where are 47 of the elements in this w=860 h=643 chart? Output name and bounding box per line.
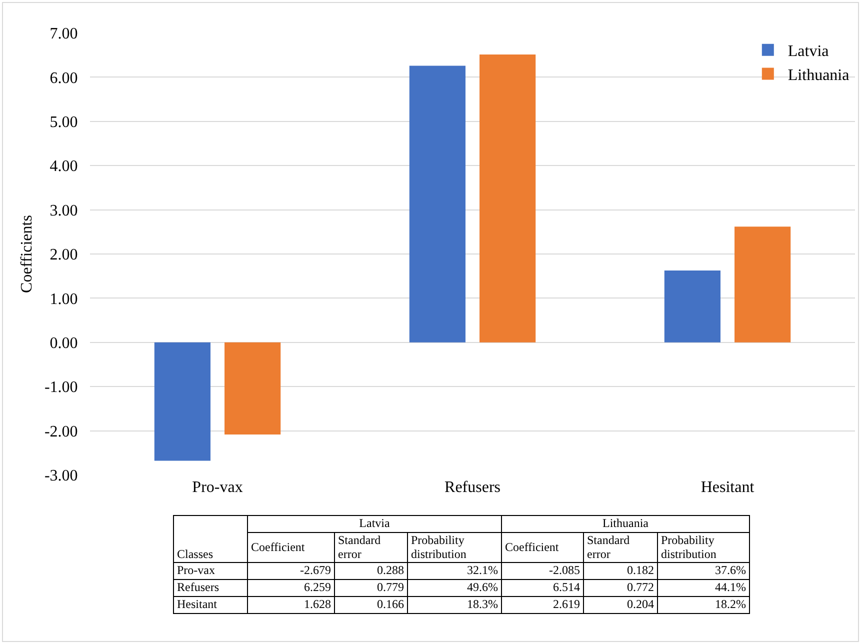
x-tick-label: Hesitant bbox=[700, 479, 755, 496]
y-tick-label: 5.00 bbox=[50, 114, 78, 131]
y-tick-label: 6.00 bbox=[50, 70, 78, 87]
y-axis-title: Coefficients bbox=[18, 215, 36, 293]
y-tick-label: 4.00 bbox=[50, 158, 78, 176]
text: 37.6% bbox=[658, 562, 750, 580]
y-tick-label: -2.00 bbox=[44, 423, 78, 440]
y-tick-label: 2.00 bbox=[50, 246, 78, 264]
y-tick-label: 1.00 bbox=[50, 290, 78, 308]
text: 18.3% bbox=[408, 596, 502, 614]
text: 49.6% bbox=[408, 580, 502, 596]
category-label: Pro-vax bbox=[177, 563, 215, 578]
y-tick-label: -3.00 bbox=[44, 468, 78, 485]
text: 44.1% bbox=[658, 580, 750, 596]
text: Lithuania bbox=[602, 516, 648, 530]
text: 18.2% bbox=[658, 596, 750, 614]
y-tick-label: 0.00 bbox=[50, 335, 78, 352]
text: Coefficient bbox=[505, 540, 559, 554]
text: 2.619 bbox=[502, 596, 584, 614]
category-label: Refusers bbox=[177, 580, 219, 594]
y-tick-label: 7.00 bbox=[50, 26, 78, 43]
text: -2.679 bbox=[248, 562, 334, 580]
text: 0.779 bbox=[334, 580, 408, 596]
text: Classes bbox=[174, 516, 248, 563]
text: 1.628 bbox=[248, 596, 334, 614]
legend-label: Latvia bbox=[788, 43, 829, 60]
text: 32.1% bbox=[408, 562, 502, 580]
text: Standard error bbox=[334, 532, 408, 563]
text: Probability distribution bbox=[408, 532, 502, 563]
text: 6.259 bbox=[248, 580, 334, 596]
text: 0.182 bbox=[584, 562, 658, 580]
text: 0.288 bbox=[334, 562, 408, 580]
text: Standard error bbox=[587, 532, 630, 561]
text: 0.166 bbox=[334, 596, 408, 614]
text: Coefficient bbox=[248, 532, 334, 563]
category-label: Hesitant bbox=[177, 596, 217, 611]
text: 6.514 bbox=[502, 580, 584, 596]
x-tick-label: Refusers bbox=[444, 479, 500, 496]
y-tick-label: 3.00 bbox=[50, 202, 78, 220]
text: Latvia bbox=[359, 516, 390, 530]
y-tick-label: -1.00 bbox=[44, 379, 78, 396]
text: 0.204 bbox=[584, 596, 658, 614]
x-tick-label: Pro-vax bbox=[192, 479, 243, 496]
text: 0.772 bbox=[584, 580, 658, 596]
legend-label: Lithuania bbox=[788, 66, 850, 84]
text: Probability distribution bbox=[661, 532, 716, 561]
text: -2.085 bbox=[502, 562, 584, 580]
